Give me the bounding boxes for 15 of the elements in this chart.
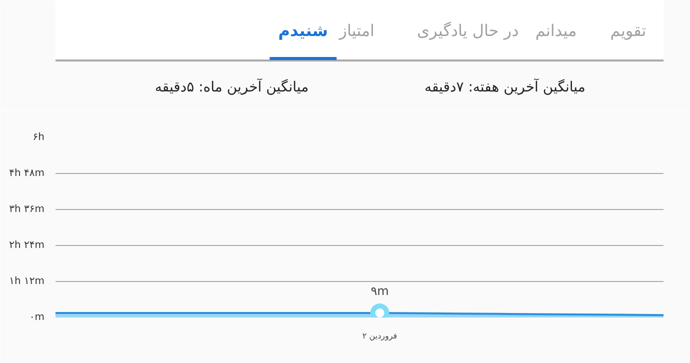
chart-title: میانگین آخرین هفته: ۷دقیقه bbox=[424, 78, 586, 96]
chart-subtitle: میانگین آخرین ماه: ۵دقیقه bbox=[154, 78, 309, 96]
y-tick-label: ۲h ۲۴m bbox=[9, 240, 45, 251]
text: امتیاز bbox=[338, 21, 374, 40]
y-tick-label: ۱h ۱۲m bbox=[9, 276, 45, 287]
y-tick-label: ۰m bbox=[29, 312, 45, 323]
text: تقویم bbox=[610, 21, 646, 40]
text: در حال یادگیری bbox=[417, 21, 519, 40]
text: شنیدم bbox=[278, 21, 328, 40]
y-tick-label: ۶h bbox=[32, 132, 45, 143]
text: میدانم bbox=[535, 21, 577, 40]
y-tick-label: ۴h ۴۸m bbox=[9, 168, 45, 179]
annotation: ۹m bbox=[370, 284, 389, 298]
y-tick-label: ۳h ۳۶m bbox=[9, 204, 45, 215]
x-tick-label: ۲ فروردین bbox=[362, 332, 398, 340]
